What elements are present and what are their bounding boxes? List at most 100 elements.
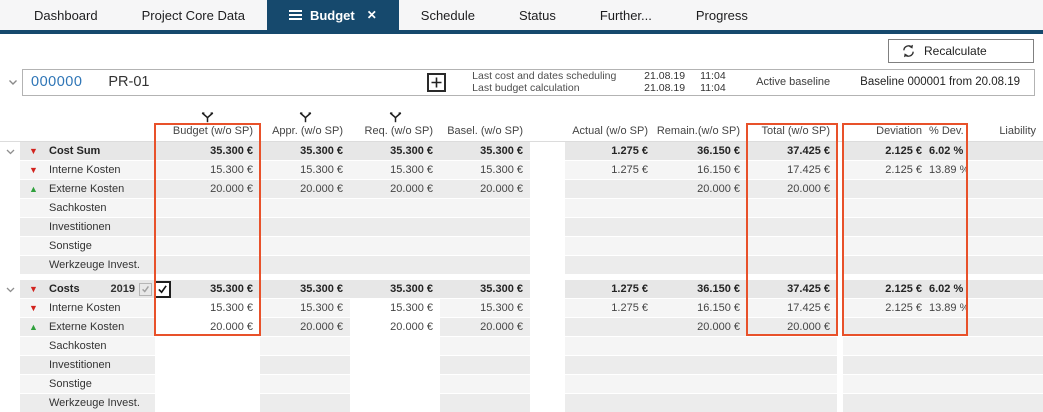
column-spacer	[530, 299, 565, 318]
value-cell[interactable]: 15.300 €	[155, 299, 260, 318]
table-row[interactable]: Sachkosten	[0, 337, 1043, 356]
value-cell[interactable]	[350, 337, 440, 356]
column-header[interactable]: Budget (w/o SP)	[172, 125, 253, 137]
table-row[interactable]: ▼ Interne Kosten 15.300 €15.300 €15.300 €1…	[0, 161, 1043, 180]
value-cell	[655, 199, 747, 218]
value-cell: 15.300 €	[350, 161, 440, 180]
tab-bar: Dashboard Project Core Data Budget ✕ Schedul…	[0, 0, 1043, 30]
tab-progress[interactable]: Progress	[674, 0, 770, 30]
column-header[interactable]: Liability	[999, 125, 1036, 137]
value-cell	[843, 199, 929, 218]
value-cell	[967, 337, 1043, 356]
table-row[interactable]: ▲ Externe Kosten 20.000 €20.000 €20.000 €2…	[0, 180, 1043, 199]
row-expander-icon[interactable]	[0, 280, 20, 299]
column-spacer	[837, 356, 843, 375]
row-label-cell[interactable]: Sachkosten	[20, 337, 155, 356]
value-cell[interactable]: 20.000 €	[350, 318, 440, 337]
value-cell[interactable]	[350, 394, 440, 412]
column-spacer	[837, 237, 843, 256]
value-cell: 37.425 €	[747, 280, 837, 299]
row-label-cell[interactable]: Werkzeuge Invest.	[20, 394, 155, 412]
row-label-cell[interactable]: Sonstige	[20, 237, 155, 256]
tab-menu-icon[interactable]	[288, 8, 302, 22]
tab-dashboard[interactable]: Dashboard	[12, 0, 120, 30]
row-label-cell[interactable]: ▼ Interne Kosten	[20, 161, 155, 180]
value-cell	[747, 218, 837, 237]
value-cell	[967, 199, 1043, 218]
table-row[interactable]: Sonstige	[0, 375, 1043, 394]
tab-close-icon[interactable]: ✕	[366, 8, 377, 22]
column-header[interactable]: % Dev.	[929, 125, 964, 137]
filter-icon[interactable]	[260, 112, 350, 123]
column-header[interactable]: Total (w/o SP)	[761, 125, 830, 137]
table-row[interactable]: ▼ Cost Sum 35.300 €35.300 €35.300 €35.300 …	[0, 142, 1043, 161]
table-row[interactable]: Investitionen	[0, 218, 1043, 237]
value-cell[interactable]	[155, 337, 260, 356]
add-button[interactable]	[427, 72, 447, 92]
row-label: Investitionen	[49, 359, 111, 371]
row-label-cell[interactable]: Werkzeuge Invest.	[20, 256, 155, 275]
filter-icon[interactable]	[350, 112, 440, 123]
trend-over-budget-icon: ▼	[29, 146, 38, 156]
tab-status[interactable]: Status	[497, 0, 578, 30]
trend-over-budget-icon: ▼	[29, 284, 38, 294]
tab-budget[interactable]: Budget ✕	[266, 0, 399, 30]
row-label-cell[interactable]: ▼ Costs 2019	[20, 280, 171, 299]
value-cell	[843, 180, 929, 199]
value-cell	[350, 199, 440, 218]
value-cell[interactable]	[155, 394, 260, 412]
value-cell: 17.425 €	[747, 161, 837, 180]
value-cell[interactable]: 20.000 €	[155, 318, 260, 337]
row-label-cell[interactable]: Investitionen	[20, 356, 155, 375]
checkbox-active-checked[interactable]	[154, 280, 171, 298]
table-row[interactable]: Werkzeuge Invest.	[0, 256, 1043, 275]
column-header[interactable]: Actual (w/o SP)	[572, 125, 648, 137]
column-header[interactable]: Req. (w/o SP)	[364, 125, 433, 137]
column-header[interactable]: Basel. (w/o SP)	[447, 125, 523, 137]
table-row[interactable]: Sonstige	[0, 237, 1043, 256]
column-spacer	[837, 280, 843, 299]
table-row[interactable]: ▲ Externe Kosten 20.000 €20.000 €20.000 €2…	[0, 318, 1043, 337]
value-cell: 13.89 %	[929, 299, 969, 318]
value-cell	[843, 256, 929, 275]
filter-icon[interactable]	[155, 112, 260, 123]
column-header[interactable]: Appr. (w/o SP)	[272, 125, 343, 137]
table-row[interactable]: ▼ Costs 2019 35.300 €35.300 €35.300 €35.300…	[0, 280, 1043, 299]
row-label-cell[interactable]: ▲ Externe Kosten	[20, 180, 155, 199]
value-cell[interactable]	[350, 356, 440, 375]
value-cell[interactable]	[350, 375, 440, 394]
table-row[interactable]: Werkzeuge Invest.	[0, 394, 1043, 412]
value-cell: 20.000 €	[655, 180, 747, 199]
tab-project-core-data[interactable]: Project Core Data	[120, 0, 267, 30]
value-cell	[967, 218, 1043, 237]
row-label-cell[interactable]: Investitionen	[20, 218, 155, 237]
value-cell[interactable]: 15.300 €	[350, 299, 440, 318]
row-label: Werkzeuge Invest.	[49, 397, 140, 409]
value-cell[interactable]	[155, 356, 260, 375]
project-expander-icon[interactable]	[4, 79, 22, 86]
baseline-value[interactable]: Baseline 000001 from 20.08.19	[860, 76, 1020, 88]
table-row[interactable]: ▼ Interne Kosten 15.300 €15.300 €15.300 €1…	[0, 299, 1043, 318]
project-name[interactable]: PR-01	[108, 74, 150, 90]
column-header[interactable]: Remain.(w/o SP)	[656, 125, 740, 137]
row-label-cell[interactable]: Sachkosten	[20, 199, 155, 218]
project-id[interactable]: 000000	[31, 74, 83, 90]
value-cell	[260, 337, 350, 356]
row-expander-icon[interactable]	[0, 142, 20, 161]
recalculate-button[interactable]: Recalculate	[888, 39, 1034, 63]
table-row[interactable]: Investitionen	[0, 356, 1043, 375]
row-label-cell[interactable]: ▼ Interne Kosten	[20, 299, 155, 318]
tab-further[interactable]: Further...	[578, 0, 674, 30]
tab-label: Status	[519, 7, 556, 23]
value-cell[interactable]	[155, 375, 260, 394]
value-cell: 1.275 €	[565, 142, 655, 161]
row-label-cell[interactable]: ▲ Externe Kosten	[20, 318, 155, 337]
row-label-cell[interactable]: Sonstige	[20, 375, 155, 394]
column-spacer	[837, 218, 843, 237]
column-header[interactable]: Deviation	[876, 125, 922, 137]
value-cell	[260, 394, 350, 412]
row-label-cell[interactable]: ▼ Cost Sum	[20, 142, 155, 161]
table-row[interactable]: Sachkosten	[0, 199, 1043, 218]
value-cell: 15.300 €	[440, 299, 530, 318]
tab-schedule[interactable]: Schedule	[399, 0, 497, 30]
